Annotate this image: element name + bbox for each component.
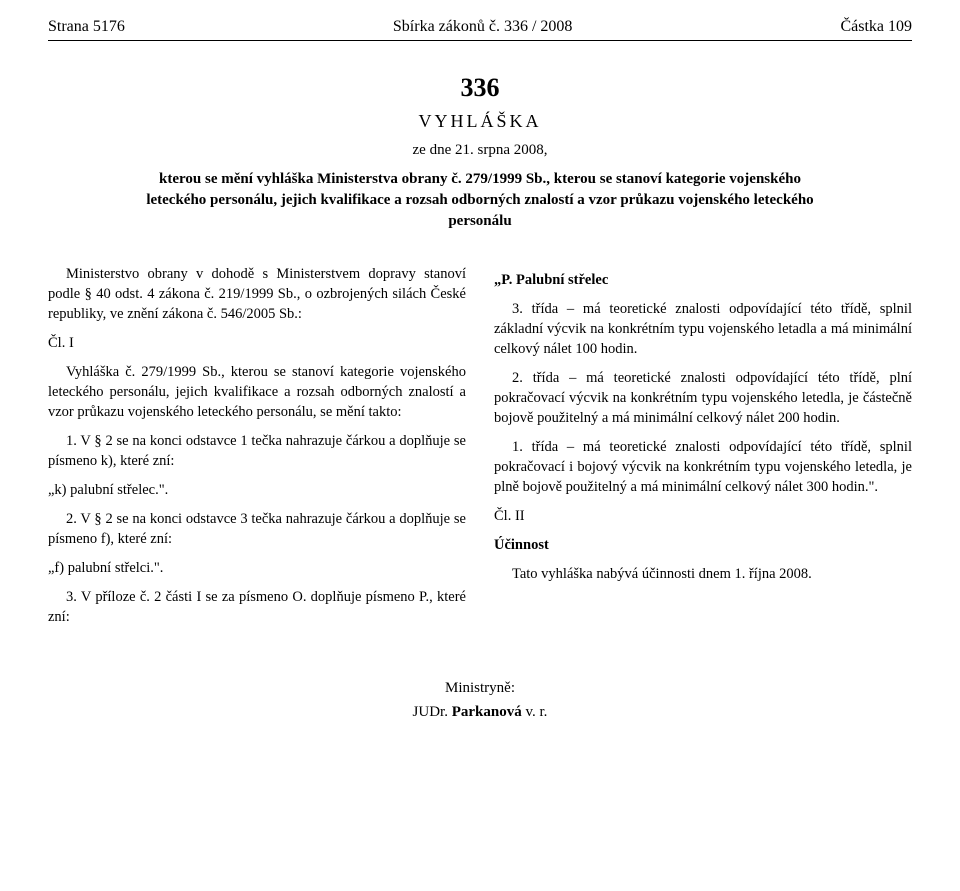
header-part-number: Částka 109 (840, 18, 912, 36)
body-columns: Ministerstvo obrany v dohodě s Ministers… (48, 264, 912, 636)
header-center-number: 336 (504, 18, 528, 35)
amendment-item-1: 1. V § 2 se na konci odstavce 1 tečka na… (48, 431, 466, 471)
article-2-title: Účinnost (494, 535, 912, 555)
class-3-paragraph: 3. třída – má teoretické znalosti odpoví… (494, 299, 912, 359)
amendment-item-2-quote: „f) palubní střelci.". (48, 558, 466, 578)
section-p-heading: „P. Palubní střelec (494, 270, 912, 290)
signature-name-prefix: JUDr. (413, 704, 452, 720)
left-column: Ministerstvo obrany v dohodě s Ministers… (48, 264, 466, 636)
document-date: ze dne 21. srpna 2008, (48, 142, 912, 159)
header-center-prefix: Sbírka zákonů č. (393, 18, 504, 35)
header-page-number: Strana 5176 (48, 18, 125, 36)
document-title: kterou se mění vyhláška Ministerstva obr… (140, 169, 820, 232)
article-1-paragraph: Vyhláška č. 279/1999 Sb., kterou se stan… (48, 362, 466, 422)
signature-name-bold: Parkanová (452, 704, 522, 720)
intro-paragraph: Ministerstvo obrany v dohodě s Ministers… (48, 264, 466, 324)
article-2-heading: Čl. II (494, 506, 912, 526)
article-2-paragraph: Tato vyhláška nabývá účinnosti dnem 1. ř… (494, 564, 912, 584)
document-type: VYHLÁŠKA (48, 111, 912, 132)
amendment-item-1-quote: „k) palubní střelec.". (48, 480, 466, 500)
document-number: 336 (48, 73, 912, 103)
class-2-paragraph: 2. třída – má teoretické znalosti odpoví… (494, 368, 912, 428)
amendment-item-2: 2. V § 2 se na konci odstavce 3 tečka na… (48, 509, 466, 549)
page-header: Strana 5176 Sbírka zákonů č. 336 / 2008 … (48, 18, 912, 41)
signature-name-suffix: v. r. (522, 704, 548, 720)
article-1-heading: Čl. I (48, 333, 466, 353)
header-center-suffix: / 2008 (528, 18, 572, 35)
header-collection-title: Sbírka zákonů č. 336 / 2008 (393, 18, 573, 36)
signature-block: Ministryně: JUDr. Parkanová v. r. (48, 676, 912, 724)
amendment-item-3: 3. V příloze č. 2 části I se za písmeno … (48, 587, 466, 627)
right-column: „P. Palubní střelec 3. třída – má teoret… (494, 264, 912, 636)
class-1-paragraph: 1. třída – má teoretické znalosti odpoví… (494, 437, 912, 497)
signature-role: Ministryně: (48, 676, 912, 700)
signature-name: JUDr. Parkanová v. r. (48, 700, 912, 724)
